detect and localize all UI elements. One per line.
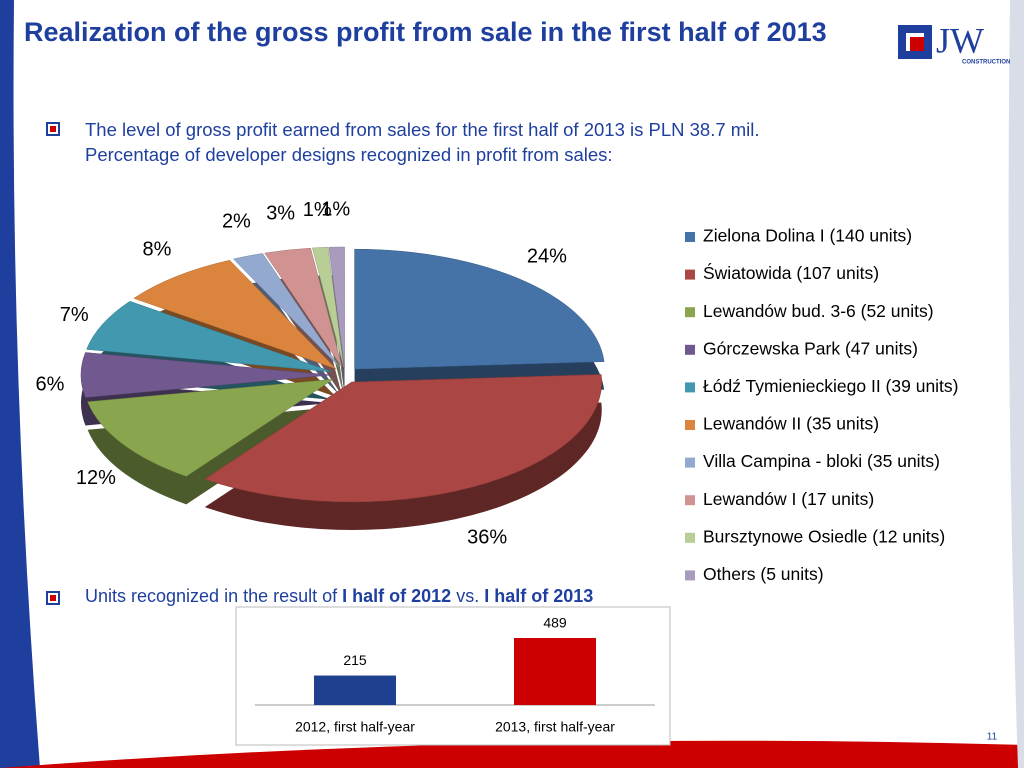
bar-chart-frame	[235, 606, 671, 746]
slice	[80, 352, 332, 398]
legend-swatch	[685, 457, 695, 468]
x-tick-label: 2012, first half-year	[295, 719, 415, 735]
slice	[312, 247, 344, 368]
legend-swatch	[685, 570, 695, 581]
bullet-line: The level of gross profit earned from sa…	[85, 119, 760, 140]
slice	[264, 247, 343, 368]
bullet-icon	[46, 591, 60, 605]
legend-swatch	[685, 495, 695, 506]
left-border	[0, 0, 40, 768]
logo-text: JW	[936, 20, 984, 60]
bullet-text: The level of gross profit earned from sa…	[85, 117, 760, 167]
legend-label: Others (5 units)	[703, 564, 824, 584]
bullet-part: Units recognized in the result of	[85, 586, 343, 606]
slice	[86, 301, 333, 373]
slice	[204, 374, 602, 503]
bullet-icon	[46, 122, 60, 136]
bar	[314, 675, 396, 705]
data-label: 2%	[222, 211, 251, 233]
right-border	[1008, 0, 1024, 768]
data-label: 3%	[266, 202, 295, 224]
legend-label: Bursztynowe Osiedle (12 units)	[703, 526, 945, 546]
data-label: 7%	[60, 304, 89, 326]
slice	[328, 246, 345, 368]
bullet-part: I half of 2013	[484, 586, 594, 606]
legend-swatch	[685, 344, 695, 355]
slice	[133, 259, 337, 370]
legend-label: Villa Campina - bloki (35 units)	[703, 451, 940, 471]
legend-label: Lewandów I (17 units)	[703, 489, 874, 509]
legend-swatch	[685, 269, 695, 280]
bullet-line: Percentage of developer designs recogniz…	[85, 144, 613, 165]
logo-subtext: CONSTRUCTION	[962, 60, 1010, 66]
slice	[354, 248, 605, 370]
data-label: 12%	[76, 467, 116, 489]
bullet-text: Units recognized in the result of I half…	[85, 584, 593, 609]
legend-swatch	[685, 420, 695, 430]
logo-icon	[910, 37, 924, 51]
bullet-part: vs.	[451, 586, 485, 606]
bullet-part: I half of 2012	[342, 586, 452, 606]
legend-swatch	[685, 532, 695, 543]
slice	[87, 379, 334, 477]
data-label: 6%	[36, 373, 65, 395]
data-label: 8%	[143, 238, 172, 260]
bar	[514, 638, 596, 705]
legend-label: Lewandów bud. 3-6 (52 units)	[703, 301, 934, 321]
data-label: 215	[343, 652, 367, 668]
data-label: 489	[543, 615, 567, 631]
legend-swatch	[685, 232, 695, 242]
legend-swatch	[685, 307, 695, 318]
data-label: 1%	[303, 199, 332, 221]
data-label: 24%	[527, 246, 567, 268]
legend-label: Zielona Dolina I (140 units)	[703, 226, 912, 246]
legend-label: Łódź Tymienieckiego II (39 units)	[703, 376, 959, 396]
legend-label: Górczewska Park (47 units)	[703, 338, 918, 358]
page-number: 11	[987, 732, 998, 743]
slide-title: Realization of the gross profit from sal…	[24, 17, 827, 47]
bottom-border	[0, 740, 1024, 768]
slice	[232, 253, 341, 368]
legend-label: Światowida (107 units)	[703, 262, 879, 283]
legend-label: Lewandów II (35 units)	[703, 414, 879, 434]
data-label: 36%	[467, 527, 507, 549]
legend-swatch	[685, 382, 695, 393]
data-label: 1%	[321, 198, 350, 220]
x-tick-label: 2013, first half-year	[495, 719, 615, 735]
